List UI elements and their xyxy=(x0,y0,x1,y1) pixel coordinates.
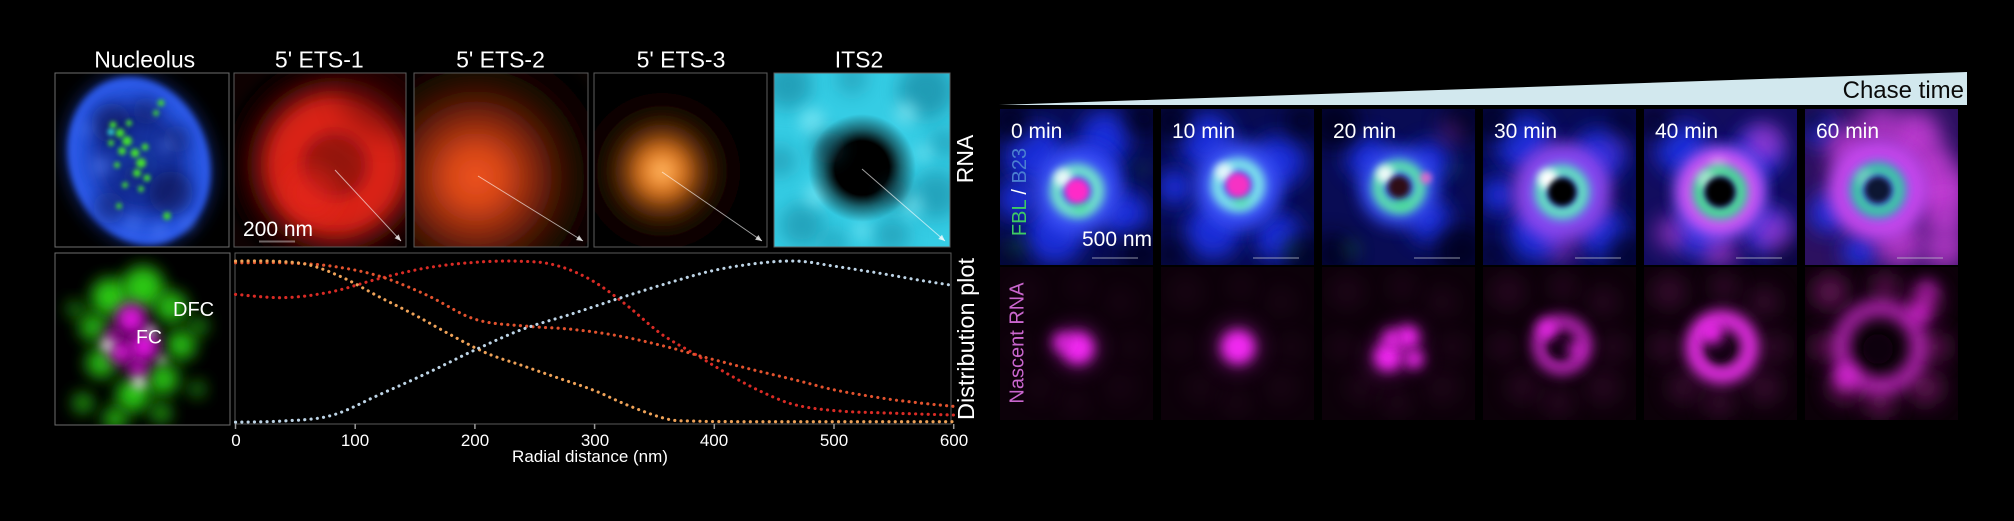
svg-text:Nascent RNA: Nascent RNA xyxy=(1007,282,1029,404)
svg-text:0 min: 0 min xyxy=(1011,120,1062,143)
svg-text:30 min: 30 min xyxy=(1494,120,1557,143)
svg-text:20 min: 20 min xyxy=(1333,120,1396,143)
svg-text:5' ETS-1: 5' ETS-1 xyxy=(275,47,364,73)
svg-text:RNA: RNA xyxy=(952,134,978,183)
svg-text:Radial distance (nm): Radial distance (nm) xyxy=(512,447,668,466)
svg-text:500: 500 xyxy=(820,431,848,450)
svg-text:0: 0 xyxy=(231,431,240,450)
svg-text:100: 100 xyxy=(341,431,369,450)
svg-text:5' ETS-2: 5' ETS-2 xyxy=(456,47,545,73)
svg-text:40 min: 40 min xyxy=(1655,120,1718,143)
svg-text:Nucleolus: Nucleolus xyxy=(94,47,195,73)
svg-text:Chase time: Chase time xyxy=(1843,77,1964,104)
svg-text:200: 200 xyxy=(461,431,489,450)
svg-text:ITS2: ITS2 xyxy=(835,47,884,73)
svg-text:FBL / B23: FBL / B23 xyxy=(1009,148,1031,236)
svg-text:300: 300 xyxy=(581,431,609,450)
svg-text:60 min: 60 min xyxy=(1816,120,1879,143)
svg-text:FC: FC xyxy=(136,327,162,349)
svg-text:DFC: DFC xyxy=(173,299,214,321)
svg-text:10 min: 10 min xyxy=(1172,120,1235,143)
svg-text:Distribution plot: Distribution plot xyxy=(953,258,979,420)
svg-text:500 nm: 500 nm xyxy=(1082,228,1152,251)
svg-text:600: 600 xyxy=(940,431,968,450)
svg-text:200 nm: 200 nm xyxy=(243,218,313,241)
svg-text:400: 400 xyxy=(700,431,728,450)
svg-text:5' ETS-3: 5' ETS-3 xyxy=(637,47,726,73)
